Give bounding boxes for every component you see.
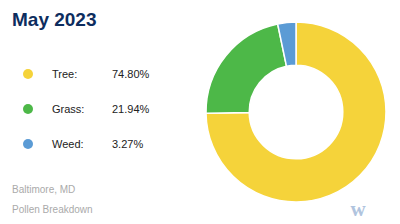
legend-value: 21.94% (112, 103, 150, 115)
page: {"chart_data": {"type": "pie", "title": … (0, 0, 400, 224)
legend-value: 3.27% (112, 138, 143, 150)
legend-label: Tree: (52, 68, 77, 80)
slice (206, 24, 286, 113)
legend-swatch (23, 139, 33, 149)
legend-swatch (23, 104, 33, 114)
watermark: w (350, 197, 366, 221)
chart-container: May 2023 Tree: 74.80% Grass: 21.94% Weed: 3.27… (0, 0, 400, 224)
title: May 2023 (12, 9, 97, 30)
slice (278, 22, 296, 66)
footer: Baltimore, MD (12, 184, 75, 195)
legend-swatch (23, 69, 33, 79)
legend: Tree: 74.80% Grass: 21.94% Weed: 3.27% (23, 68, 150, 150)
slice (206, 22, 386, 202)
footer: Pollen Breakdown (12, 204, 93, 215)
legend-value: 74.80% (112, 68, 150, 80)
chart-svg: May 2023 Tree: 74.80% Grass: 21.94% Weed: 3.27… (0, 0, 400, 224)
slices (206, 22, 386, 202)
legend-label: Weed: (52, 138, 84, 150)
legend-label: Grass: (52, 103, 84, 115)
